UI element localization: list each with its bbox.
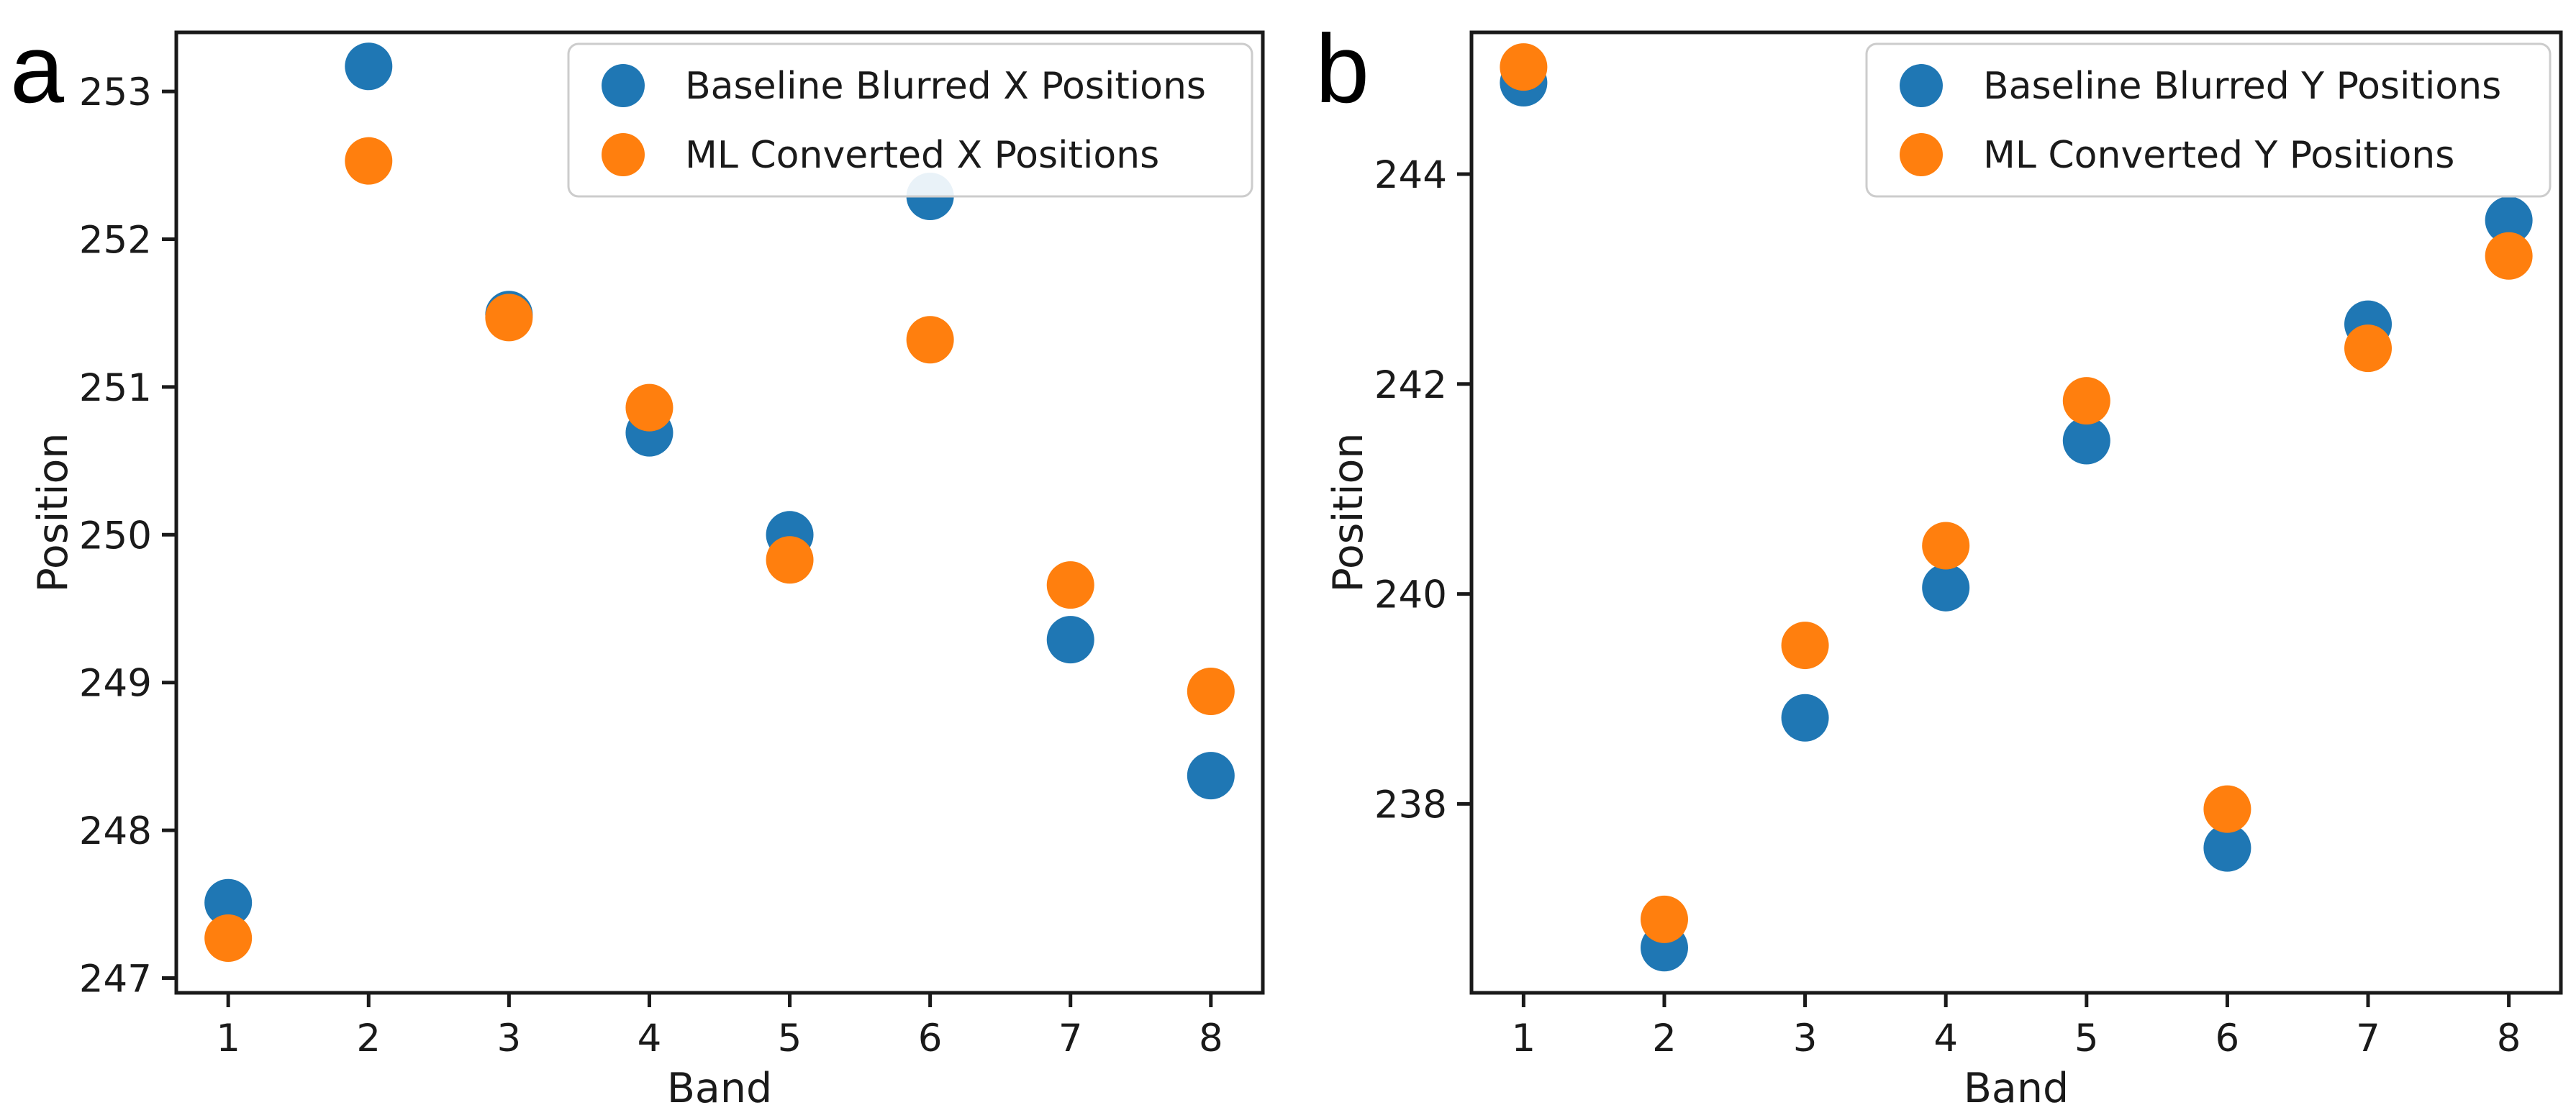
scatter-point (1187, 752, 1235, 800)
y-tick-label: 250 (79, 514, 152, 558)
axes-frame (1469, 30, 2563, 995)
x-tick-label: 3 (1793, 1017, 1818, 1060)
y-axis: 238 240 242 244 (1374, 153, 1471, 827)
y-tick-label: 253 (79, 71, 152, 114)
scatter-point (2344, 324, 2393, 373)
y-tick-label: 247 (79, 957, 152, 1001)
legend-marker (1900, 133, 1943, 176)
x-tick-label: 1 (216, 1017, 240, 1060)
x-tick-label: 2 (356, 1017, 381, 1060)
y-tick-label: 238 (1374, 783, 1447, 827)
y-tick-label: 244 (1374, 153, 1447, 197)
y-axis: 247 248 249 250 251 252 253 (79, 71, 176, 1001)
legend-entry: ML Converted X Positions (602, 133, 1159, 177)
x-axis-title: Band (667, 1065, 772, 1112)
scatter-point (1781, 622, 1829, 670)
x-tick-label: 4 (1933, 1017, 1958, 1060)
scatter-point (906, 316, 954, 364)
x-tick-label: 5 (2074, 1017, 2099, 1060)
scatter-point (485, 294, 533, 342)
legend-marker (602, 133, 645, 176)
scatter-point (2062, 417, 2110, 465)
scatter-point (1046, 616, 1094, 664)
y-tick-label: 252 (79, 219, 152, 263)
panel-label-a: a (10, 14, 65, 123)
scatter-point (1500, 43, 1548, 91)
panel-label-b: b (1315, 14, 1370, 123)
legend-label: Baseline Blurred X Positions (685, 65, 1206, 108)
scatter-point (2203, 785, 2251, 833)
series-ml-converted (1500, 43, 2533, 943)
legend-marker (602, 64, 645, 107)
x-tick-label: 5 (778, 1017, 802, 1060)
scatter-point (625, 383, 674, 432)
legend-frame (567, 42, 1253, 198)
scatter-point (1640, 895, 1688, 943)
legend-entry: Baseline Blurred Y Positions (1900, 64, 2501, 108)
x-tick-label: 8 (2497, 1017, 2521, 1060)
scatter-point (2485, 232, 2533, 280)
legend-frame (1865, 42, 2552, 198)
legend-marker (1900, 64, 1943, 107)
scatter-point (766, 536, 814, 584)
axes-frame (174, 30, 1265, 995)
x-axis-title: Band (1964, 1065, 2069, 1112)
legend-label: Baseline Blurred Y Positions (1983, 65, 2501, 108)
y-axis-title: Position (1325, 433, 1372, 593)
x-tick-label: 1 (1512, 1017, 1536, 1060)
scatter-chart-y-positions: 238 240 242 244 1 2 3 4 5 6 7 8 Band Position Baseline… (1325, 30, 2563, 1112)
scatter-point (1187, 668, 1235, 716)
x-tick-label: 4 (638, 1017, 662, 1060)
scatter-point (2203, 824, 2251, 872)
y-tick-label: 251 (79, 366, 152, 410)
y-tick-label: 240 (1374, 573, 1447, 617)
scatter-point (204, 914, 253, 963)
y-tick-label: 249 (79, 662, 152, 706)
legend-label: ML Converted Y Positions (1983, 134, 2454, 177)
x-tick-label: 7 (1058, 1017, 1083, 1060)
x-tick-label: 2 (1652, 1017, 1677, 1060)
x-axis: 1 2 3 4 5 6 7 8 (1512, 993, 2521, 1060)
scatter-point (345, 137, 393, 185)
x-tick-label: 6 (918, 1017, 943, 1060)
y-tick-label: 248 (79, 809, 152, 853)
y-axis-title: Position (30, 433, 77, 593)
series-ml-converted (204, 137, 1235, 963)
scatter-chart-x-positions: 247 248 249 250 251 252 253 1 2 3 4 5 6 7 8 Band Positio… (30, 30, 1265, 1112)
legend: Baseline Blurred Y Positions ML Converted… (1865, 42, 2552, 198)
scatter-point (1922, 563, 1970, 612)
x-tick-label: 3 (496, 1017, 521, 1060)
x-tick-label: 6 (2216, 1017, 2240, 1060)
x-tick-label: 8 (1199, 1017, 1223, 1060)
x-tick-label: 7 (2356, 1017, 2380, 1060)
scatter-point (2062, 377, 2110, 425)
scatter-point (204, 878, 253, 927)
scatter-point (345, 42, 393, 91)
scatter-point (2485, 196, 2533, 245)
scatter-point (1922, 522, 1970, 570)
scatter-point (1781, 694, 1829, 742)
legend-entry: Baseline Blurred X Positions (602, 64, 1206, 108)
legend: Baseline Blurred X Positions ML Converted… (567, 42, 1253, 198)
legend-label: ML Converted X Positions (685, 134, 1159, 177)
x-axis: 1 2 3 4 5 6 7 8 (216, 993, 1223, 1060)
y-tick-label: 242 (1374, 363, 1447, 407)
legend-entry: ML Converted Y Positions (1900, 133, 2454, 177)
scatter-point (1046, 561, 1094, 609)
